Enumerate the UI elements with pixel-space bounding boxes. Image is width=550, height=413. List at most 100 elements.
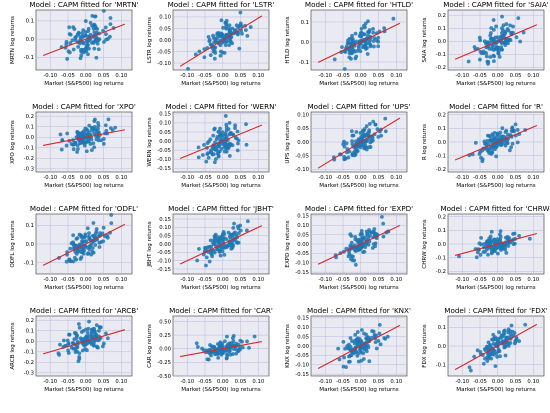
y-tick-label: -0.3 (24, 167, 34, 173)
y-axis-label: JBHT log returns (147, 221, 153, 267)
scatter-point (233, 123, 238, 128)
fit-line (42, 23, 126, 56)
scatter-point (495, 251, 500, 256)
scatter-point (377, 322, 382, 327)
scatter-point (376, 338, 381, 343)
y-tick-label: 0.2 (26, 114, 34, 120)
scatter-point (358, 49, 363, 54)
scatter-point (211, 133, 216, 138)
scatter-point (364, 147, 369, 152)
scatter-point (107, 34, 112, 39)
scatter-point (234, 347, 238, 352)
scatter-point (500, 14, 504, 19)
scatter-point (109, 213, 114, 217)
y-tick-label: -0.1 (24, 350, 34, 356)
subplot: Model : CAPM fitted for 'SAIA' -0.10 -0.05… (422, 0, 549, 87)
scatter-point (247, 345, 251, 350)
scatter-point (355, 342, 360, 347)
y-tick-label: 0.2 (438, 215, 446, 221)
scatter-point (58, 132, 63, 137)
scatter-point (230, 232, 235, 237)
x-tick-label: -0.05 (473, 73, 487, 79)
fit-line (317, 224, 401, 265)
scatter-point (354, 130, 359, 134)
x-axis-label: Market (S&P500) log returns (44, 183, 124, 189)
scatter-point (61, 338, 66, 343)
scatter-point (236, 30, 241, 35)
scatter-point (80, 240, 85, 244)
scatter-point (76, 249, 81, 254)
x-tick-label: 0.10 (115, 175, 127, 181)
scatter-point (482, 139, 487, 144)
scatter-point (216, 144, 221, 149)
scatter-point (94, 229, 99, 234)
scatter-point (222, 50, 227, 55)
x-tick-label: -0.05 (336, 73, 350, 79)
x-tick-label: -0.05 (336, 277, 350, 283)
subplot-title: Model : CAPM fitted for 'LSTR' (168, 0, 275, 9)
scatter-point (94, 334, 99, 338)
scatter-point (240, 31, 244, 36)
scatter-point (60, 138, 65, 142)
scatter-point (511, 24, 515, 29)
scatter-point (77, 355, 82, 359)
y-tick-label: 0.0 (438, 39, 447, 45)
scatter-point (81, 329, 86, 333)
scatter-point (213, 350, 218, 355)
scatter-point (495, 131, 500, 136)
scatter-point (74, 236, 79, 241)
subplot: Model : CAPM fitted for 'HTLD' -0.10 -0.05… (285, 0, 413, 87)
y-tick-label: 0.05 (159, 233, 171, 239)
scatter-point (348, 353, 353, 358)
scatter-point (489, 247, 494, 252)
y-axis-label: CHRW log returns (422, 219, 428, 268)
x-tick-label: -0.10 (318, 73, 332, 79)
y-tick-label: -0.25 (157, 360, 171, 366)
scatter-point (227, 153, 232, 158)
y-tick-label: -0.15 (295, 270, 309, 276)
scatter-point (488, 31, 493, 35)
fit-line (317, 324, 401, 369)
scatter-point (89, 327, 94, 332)
scatter-point (379, 133, 384, 138)
y-tick-label: -0.10 (157, 157, 171, 163)
x-tick-label: -0.05 (198, 379, 212, 385)
scatter-point (523, 322, 528, 327)
scatter-point (92, 234, 97, 239)
scatter-point (504, 128, 509, 133)
scatter-point (517, 339, 522, 344)
scatter-point (234, 23, 239, 28)
scatter-point (377, 331, 382, 336)
scatter-point (511, 242, 516, 247)
scatter-point (93, 329, 97, 334)
y-axis-label: KNX log returns (285, 324, 291, 368)
scatter-point (234, 351, 239, 356)
scatter-point (481, 51, 486, 56)
scatter-point (97, 328, 101, 333)
scatter-point (349, 129, 354, 134)
x-tick-label: -0.10 (455, 73, 469, 79)
scatter-point (350, 139, 354, 144)
y-tick-label: 0.1 (26, 223, 34, 229)
scatter-point (491, 341, 496, 346)
scatter-point (370, 135, 375, 140)
scatter-point (480, 159, 485, 164)
subplot-title: Model : CAPM fitted for 'KNX' (307, 306, 411, 315)
scatter-point (196, 155, 201, 160)
scatter-point (77, 138, 82, 143)
scatter-point (66, 49, 71, 54)
scatter-point (108, 22, 113, 27)
scatter-point (347, 51, 352, 56)
y-tick-label: 0.00 (159, 242, 171, 248)
scatter-point (336, 346, 341, 351)
scatter-point (87, 46, 91, 51)
x-tick-label: 0.00 (355, 379, 367, 385)
scatter-point (89, 242, 94, 247)
scatter-point (83, 19, 88, 23)
x-tick-label: 0.00 (217, 73, 229, 79)
x-tick-label: 0.10 (252, 175, 264, 181)
subplot-title: Model : CAPM fitted for 'FDX' (444, 306, 547, 315)
y-tick-label: -0.1 (436, 153, 446, 159)
y-tick-label: 0.1 (26, 125, 34, 131)
scatter-point (252, 334, 257, 339)
